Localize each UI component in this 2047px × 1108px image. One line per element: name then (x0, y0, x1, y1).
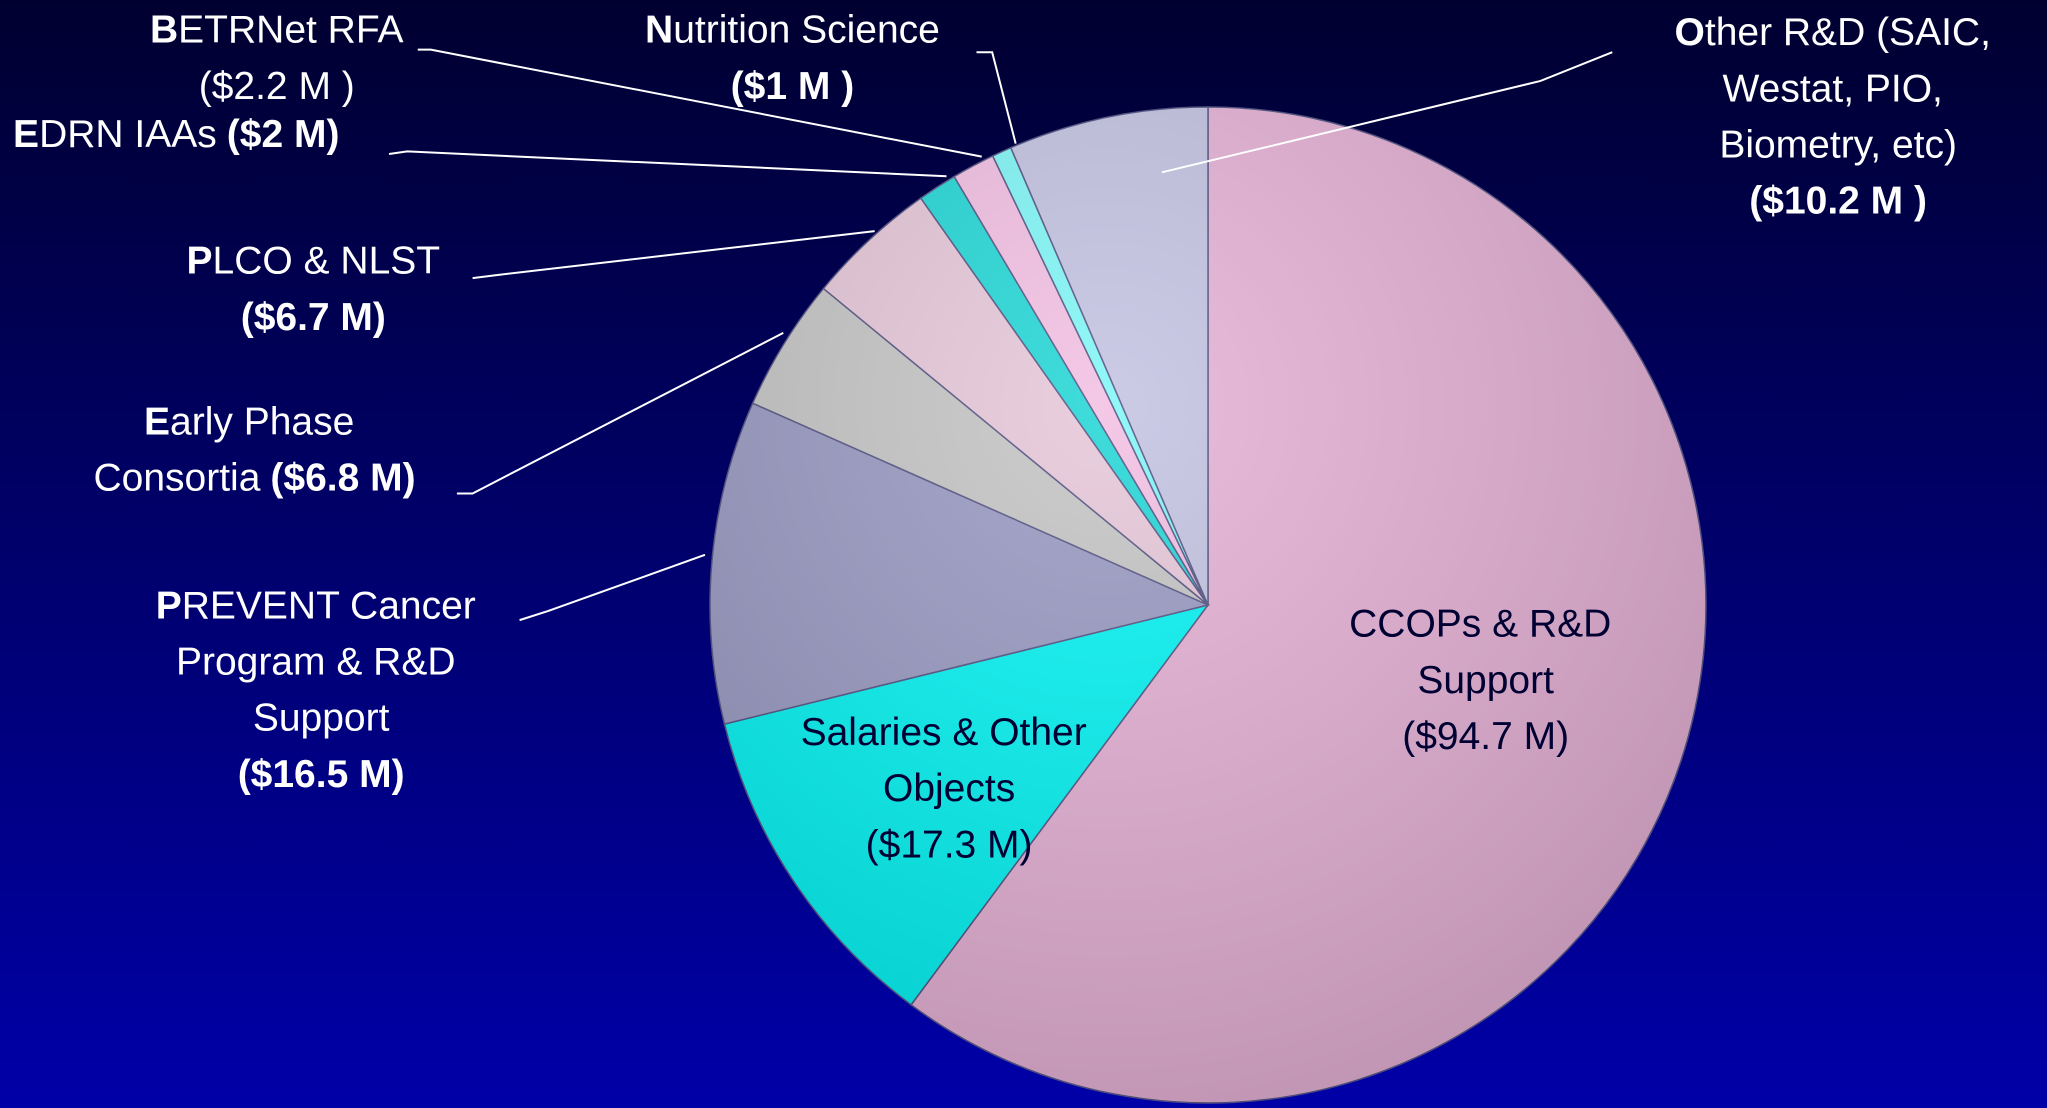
value-label: ($17.3 M) (866, 824, 1033, 867)
leader-line (519, 553, 706, 622)
category-name: Nutrition Science (645, 9, 940, 52)
value-label: ($2 M) (227, 113, 340, 156)
value-label: ($1 M ) (731, 65, 855, 108)
category-name: EDRN IAAs (13, 113, 217, 156)
slice-label: Early Phase Consortia ($6.8 M) (94, 401, 416, 500)
value-label: ($94.7 M) (1402, 715, 1569, 758)
value-label: ($16.5 M) (238, 753, 405, 796)
slice-label: Nutrition Science ($1 M ) (645, 9, 940, 108)
slice-label: CCOPs & R&D Support ($94.7 M) (1349, 603, 1622, 758)
value-label: ($6.7 M) (241, 296, 386, 339)
slice-label: PLCO & NLST ($6.7 M) (187, 240, 441, 339)
leader-line (1161, 51, 1613, 174)
slice-label: PREVENT Cancer Program & R&D Support ($16… (156, 585, 487, 796)
value-label: ($10.2 M ) (1749, 180, 1927, 223)
slice-label: BETRNet RFA ($2.2 M ) (150, 9, 404, 108)
category-name: CCOPs & R&D Support (1349, 603, 1622, 702)
category-name: Salaries & Other Objects (801, 711, 1098, 810)
leader-line (417, 48, 982, 158)
category-name: PREVENT Cancer Program & R&D Support (156, 585, 487, 740)
value-label: ($2.2 M ) (199, 65, 355, 108)
category-name: Other R&D (SAIC, Westat, PIO, Biometry, … (1675, 12, 2002, 167)
category-name: BETRNet RFA (150, 9, 404, 52)
leader-line (388, 150, 947, 178)
slice-label: EDRN IAAs ($2 M) (13, 113, 339, 156)
leader-line (456, 332, 784, 495)
value-label: ($6.8 M) (270, 457, 415, 500)
leader-line (976, 51, 1017, 144)
slice-label: Salaries & Other Objects ($17.3 M) (801, 711, 1098, 866)
slice-label: Other R&D (SAIC, Westat, PIO, Biometry, … (1675, 12, 2002, 223)
category-name: Early Phase Consortia (94, 401, 366, 500)
leader-line (472, 230, 875, 280)
category-name: PLCO & NLST (187, 240, 441, 283)
